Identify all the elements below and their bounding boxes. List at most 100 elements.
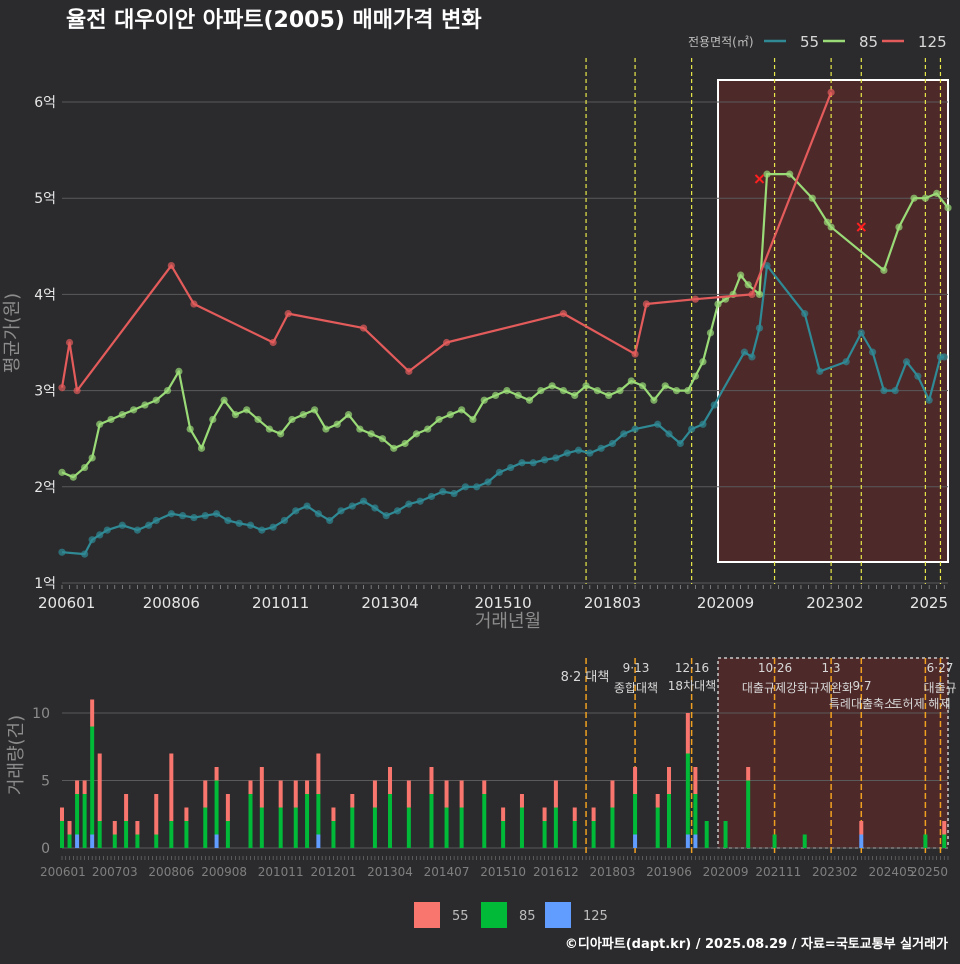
- volume-bar-125: [75, 834, 80, 848]
- volume-bar-85: [293, 807, 298, 848]
- volume-bar-55: [75, 780, 80, 794]
- top-legend: 전용면적(㎡) 55 85 125: [688, 33, 947, 51]
- volume-bar-55: [610, 780, 615, 808]
- volume-bar-55: [124, 794, 129, 821]
- volume-bar-85: [542, 821, 547, 848]
- volume-bar-55: [501, 807, 506, 821]
- volume-bar-85: [331, 821, 336, 848]
- volume-bar-55: [278, 780, 283, 808]
- policy-name-3: 대출규제강화: [742, 681, 808, 695]
- y-tick-label: 1억: [34, 576, 56, 592]
- volume-bar-55: [693, 767, 698, 794]
- policy-date-4: 1·3: [821, 661, 840, 675]
- volume-bar-125: [859, 834, 864, 848]
- legend-label-85: 85: [859, 33, 878, 51]
- volume-bar-85: [610, 807, 615, 848]
- volume-bar-85: [259, 807, 264, 848]
- x-tick-label: 201011: [252, 594, 309, 612]
- volume-plot: 0 5 10 200601 200703 200806 200908 201011 201201…: [32, 657, 957, 879]
- volume-bar-55: [372, 780, 377, 808]
- bottom-legend-label-55: 55: [452, 909, 469, 924]
- policy-date-1: 9·13: [623, 661, 650, 675]
- volume-bar-125: [685, 834, 690, 848]
- volume-bar-85: [591, 821, 596, 848]
- x-tick-label: 200601: [38, 594, 95, 612]
- bottom-legend-label-125: 125: [583, 909, 608, 924]
- volume-bar-55: [169, 753, 174, 821]
- volume-bar-55: [305, 780, 310, 794]
- volume-y-tick-label: 5: [41, 774, 50, 790]
- x-axis-title: 거래년월: [475, 611, 541, 632]
- policy-name-7: 대출규: [923, 681, 956, 695]
- volume-bar-55: [388, 767, 393, 794]
- y-tick-label: 4억: [34, 287, 56, 303]
- volume-x-tick-label: 200601: [40, 865, 86, 879]
- x-tick-label: 201803: [584, 594, 641, 612]
- volume-y-tick-label: 0: [41, 841, 50, 857]
- policy-date-2: 12·16: [675, 661, 709, 675]
- volume-bar-85: [693, 794, 698, 835]
- volume-bar-85: [184, 821, 189, 848]
- volume-bar-55: [203, 780, 208, 808]
- volume-x-tick-label: 201510: [480, 865, 526, 879]
- volume-bar-85: [316, 794, 321, 835]
- volume-x-tick-label: 200806: [148, 865, 194, 879]
- volume-bar-85: [459, 807, 464, 848]
- policy-date-7: 6·27: [927, 661, 954, 675]
- volume-bar-125: [693, 834, 698, 848]
- legend-label-55: 55: [800, 33, 819, 51]
- volume-bar-55: [112, 821, 117, 835]
- volume-x-tick-label: 201803: [590, 865, 636, 879]
- volume-bar-55: [225, 794, 230, 821]
- volume-bar-55: [685, 713, 690, 754]
- volume-bar-85: [704, 821, 709, 848]
- volume-bar-55: [406, 780, 411, 808]
- volume-bar-85: [97, 821, 102, 848]
- legend-label-125: 125: [918, 33, 947, 51]
- legend-title: 전용면적(㎡): [688, 35, 754, 49]
- volume-bar-125: [633, 834, 638, 848]
- volume-bar-85: [350, 807, 355, 848]
- volume-bar-85: [203, 807, 208, 848]
- volume-bar-55: [482, 780, 487, 794]
- policy-name-6: 토허제 해제: [891, 697, 950, 711]
- volume-bar-85: [169, 821, 174, 848]
- volume-x-tick-label: 202009: [703, 865, 749, 879]
- x-tick-label: 200806: [143, 594, 200, 612]
- volume-bar-85: [553, 807, 558, 848]
- volume-x-tick-label: 200908: [201, 865, 247, 879]
- volume-bar-85: [482, 794, 487, 848]
- volume-bar-55: [459, 780, 464, 808]
- volume-bar-85: [75, 794, 80, 835]
- volume-bar-85: [135, 834, 140, 848]
- volume-bar-55: [542, 807, 547, 821]
- policy-name-1: 종합대책: [614, 680, 658, 695]
- bottom-legend: 55 85 125: [414, 902, 608, 928]
- volume-bar-85: [746, 780, 751, 848]
- volume-bar-55: [135, 821, 140, 835]
- volume-bar-55: [67, 821, 72, 835]
- volume-bar-55: [248, 780, 253, 794]
- volume-x-tick-label: 201612: [533, 865, 579, 879]
- volume-bar-85: [723, 821, 728, 848]
- volume-bar-55: [154, 794, 159, 835]
- policy-name-5: 특례대출축소: [829, 697, 895, 711]
- volume-bar-85: [655, 807, 660, 848]
- volume-bar-85: [388, 794, 393, 848]
- x-tick-label: 202009: [697, 594, 754, 612]
- volume-x-tick-label: 202302: [812, 865, 858, 879]
- x-marker: [754, 174, 765, 184]
- policy-annotation-1: 8·2 대책: [561, 670, 610, 685]
- volume-bar-85: [225, 821, 230, 848]
- volume-bar-55: [97, 753, 102, 821]
- volume-bar-85: [67, 834, 72, 848]
- volume-bar-85: [519, 807, 524, 848]
- volume-bar-85: [112, 834, 117, 848]
- x-tick-label: 201304: [361, 594, 418, 612]
- volume-bar-85: [82, 794, 87, 848]
- volume-x-tick-label: 202111: [755, 865, 801, 879]
- volume-bar-55: [184, 807, 189, 821]
- volume-bar-85: [278, 807, 283, 848]
